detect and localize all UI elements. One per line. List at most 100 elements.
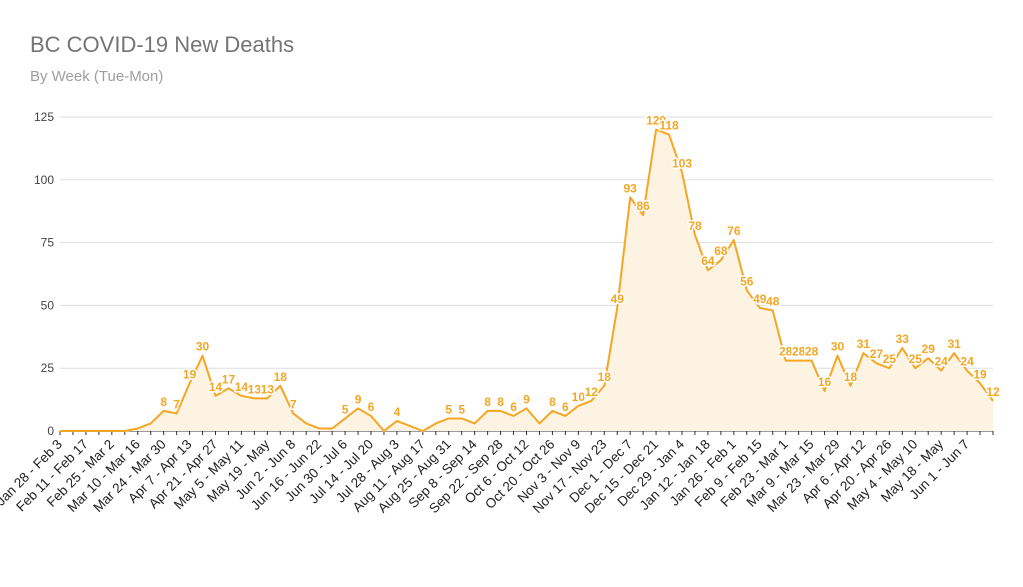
data-label-halo: 30 — [196, 340, 210, 354]
data-label: 9 — [355, 392, 362, 406]
data-label-halo: 103 — [672, 156, 692, 170]
data-label-halo: 16 — [818, 375, 832, 389]
data-label: 19 — [183, 367, 197, 381]
data-label-halo: 86 — [636, 199, 650, 213]
data-label: 14 — [235, 380, 249, 394]
data-label: 5 — [445, 402, 452, 416]
data-label-halo: 6 — [510, 400, 517, 414]
data-label: 4 — [394, 405, 401, 419]
data-label: 33 — [896, 332, 910, 346]
data-label-halo: 25 — [883, 352, 897, 366]
data-label-halo: 10 — [572, 390, 586, 404]
data-label-halo: 118 — [659, 119, 679, 133]
data-label: 30 — [196, 340, 210, 354]
data-label: 118 — [659, 119, 679, 133]
data-label: 8 — [549, 395, 556, 409]
data-label-halo: 78 — [688, 219, 702, 233]
data-label-halo: 93 — [623, 181, 637, 195]
y-tick-label: 25 — [41, 361, 55, 375]
data-label: 12 — [585, 385, 599, 399]
chart-title: BC COVID-19 New Deaths — [30, 32, 295, 57]
data-label-halo: 6 — [368, 400, 375, 414]
data-label-halo: 13 — [261, 382, 275, 396]
data-label-halo: 5 — [445, 402, 452, 416]
data-label: 30 — [831, 340, 845, 354]
data-label-halo: 14 — [209, 380, 223, 394]
data-label: 27 — [870, 347, 884, 361]
y-tick-label: 75 — [41, 236, 55, 250]
data-label: 18 — [844, 370, 858, 384]
data-label-halo: 12 — [986, 385, 1000, 399]
data-label-halo: 4 — [394, 405, 401, 419]
data-label: 31 — [947, 337, 961, 351]
data-label: 6 — [368, 400, 375, 414]
data-label: 78 — [688, 219, 702, 233]
data-label-halo: 8 — [497, 395, 504, 409]
data-label: 68 — [714, 244, 728, 258]
data-label-halo: 18 — [844, 370, 858, 384]
data-label-halo: 19 — [973, 367, 987, 381]
data-label: 49 — [753, 292, 767, 306]
data-label-halo: 8 — [160, 395, 167, 409]
data-label: 93 — [623, 181, 637, 195]
data-label: 16 — [818, 375, 832, 389]
data-label: 28 — [779, 345, 793, 359]
data-label-halo: 31 — [947, 337, 961, 351]
data-label-halo: 24 — [934, 355, 948, 369]
data-label-halo: 5 — [458, 402, 465, 416]
data-label: 18 — [274, 370, 288, 384]
data-label-halo: 31 — [857, 337, 871, 351]
data-label: 49 — [611, 292, 625, 306]
data-label: 18 — [598, 370, 612, 384]
data-label-halo: 18 — [598, 370, 612, 384]
data-label-halo: 30 — [831, 340, 845, 354]
data-label-halo: 28 — [805, 345, 819, 359]
data-label: 13 — [248, 382, 262, 396]
data-label: 12 — [986, 385, 1000, 399]
data-label-halo: 9 — [523, 392, 530, 406]
data-label: 64 — [701, 254, 715, 268]
data-label-halo: 17 — [222, 372, 236, 386]
data-label-halo: 8 — [549, 395, 556, 409]
data-label-halo: 27 — [870, 347, 884, 361]
data-label: 5 — [342, 402, 349, 416]
data-label: 8 — [497, 395, 504, 409]
data-label: 120 — [646, 114, 666, 128]
data-label: 48 — [766, 294, 780, 308]
series-line — [60, 128, 994, 432]
data-label: 103 — [672, 156, 692, 170]
data-label-halo: 12 — [585, 385, 599, 399]
data-label-halo: 28 — [792, 345, 806, 359]
data-label-halo: 49 — [611, 292, 625, 306]
data-label-halo: 19 — [183, 367, 197, 381]
data-label: 24 — [960, 355, 974, 369]
data-label-halo: 49 — [753, 292, 767, 306]
data-label-halo: 13 — [248, 382, 262, 396]
data-label-halo: 7 — [290, 397, 297, 411]
data-label-halo: 5 — [342, 402, 349, 416]
data-label: 25 — [909, 352, 923, 366]
data-label-halo: 24 — [960, 355, 974, 369]
data-label-halo: 8 — [484, 395, 491, 409]
data-label: 29 — [922, 342, 936, 356]
data-label: 9 — [523, 392, 530, 406]
data-label: 86 — [636, 199, 650, 213]
data-label: 7 — [173, 397, 180, 411]
data-label-halo: 7 — [173, 397, 180, 411]
data-label: 6 — [562, 400, 569, 414]
y-tick-label: 125 — [34, 110, 54, 124]
data-label: 10 — [572, 390, 586, 404]
data-label-halo: 56 — [740, 274, 754, 288]
data-label-halo: 48 — [766, 294, 780, 308]
data-label-halo: 14 — [235, 380, 249, 394]
data-label: 28 — [792, 345, 806, 359]
data-label: 25 — [883, 352, 897, 366]
data-label: 6 — [510, 400, 517, 414]
y-tick-label: 50 — [41, 298, 55, 312]
data-label-halo: 28 — [779, 345, 793, 359]
chart-subtitle: By Week (Tue-Mon) — [30, 68, 164, 85]
data-label-halo: 6 — [562, 400, 569, 414]
area-fill — [60, 129, 993, 431]
data-label-halo: 76 — [727, 224, 741, 238]
data-label: 31 — [857, 337, 871, 351]
